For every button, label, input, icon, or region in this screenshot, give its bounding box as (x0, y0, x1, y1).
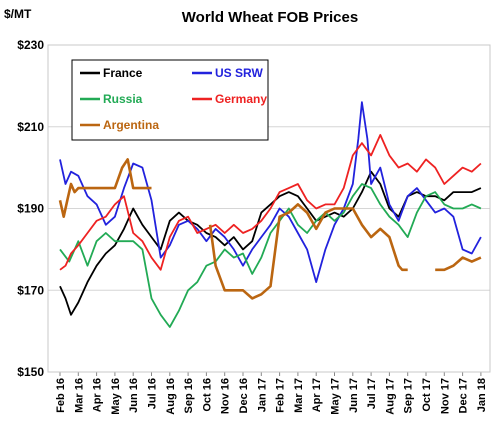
x-tick-label: Nov 16 (220, 378, 232, 414)
y-tick-label: $230 (17, 38, 44, 52)
legend-label: US SRW (215, 66, 263, 80)
x-tick-label: Sep 16 (183, 378, 195, 413)
x-tick-label: Jul 17 (366, 378, 378, 409)
legend-label: France (103, 66, 143, 80)
x-tick-label: Feb 16 (55, 378, 67, 413)
legend-box (71, 59, 269, 141)
y-axis-label: $/MT (4, 7, 32, 21)
series-lines (58, 101, 482, 328)
x-tick-label: Dec 17 (458, 378, 470, 413)
x-tick-label: Jan 17 (256, 378, 268, 412)
legend-label: Russia (103, 92, 143, 106)
x-tick-label: Nov 17 (439, 378, 451, 414)
x-tick-label: Aug 16 (165, 378, 177, 415)
series-line-germany (59, 134, 482, 271)
x-tick-label: Oct 17 (421, 378, 433, 412)
y-tick-label: $150 (17, 365, 44, 379)
series-line-us-srw (59, 101, 482, 283)
x-tick-label: Sep 17 (403, 378, 415, 413)
chart-title: World Wheat FOB Prices (182, 9, 358, 26)
x-axis-ticks: Feb 16 Mar 16 Apr 16 May 16 Jun 16 Jul 16 Aug … (55, 372, 488, 415)
x-tick-label: Feb 17 (275, 378, 287, 413)
y-tick-label: $210 (17, 120, 44, 134)
y-tick-label: $190 (17, 202, 44, 216)
x-tick-label: Aug 17 (384, 378, 396, 415)
x-tick-label: Apr 17 (311, 378, 323, 412)
x-tick-label: Oct 16 (201, 378, 213, 412)
y-axis-ticks: $150 $170 $190 $210 $230 (17, 38, 44, 379)
x-tick-label: May 17 (330, 378, 342, 415)
x-tick-label: Mar 16 (73, 378, 85, 413)
x-tick-label: Jun 16 (128, 378, 140, 413)
x-tick-label: Jun 17 (348, 378, 360, 413)
x-tick-label: Dec 16 (238, 378, 250, 413)
legend: France US SRW Russia Germany Argentina (71, 59, 269, 141)
legend-label: Argentina (103, 118, 159, 132)
y-tick-label: $170 (17, 283, 44, 297)
x-tick-label: May 16 (110, 378, 122, 415)
x-tick-label: Mar 17 (293, 378, 305, 413)
x-tick-label: Jul 16 (147, 378, 159, 409)
x-tick-label: Apr 16 (92, 378, 104, 412)
x-tick-label: Jan 18 (476, 378, 488, 412)
series-line-argentina (58, 158, 482, 300)
plot-area (47, 44, 491, 373)
series-line-russia (59, 183, 482, 328)
legend-label: Germany (215, 92, 267, 106)
